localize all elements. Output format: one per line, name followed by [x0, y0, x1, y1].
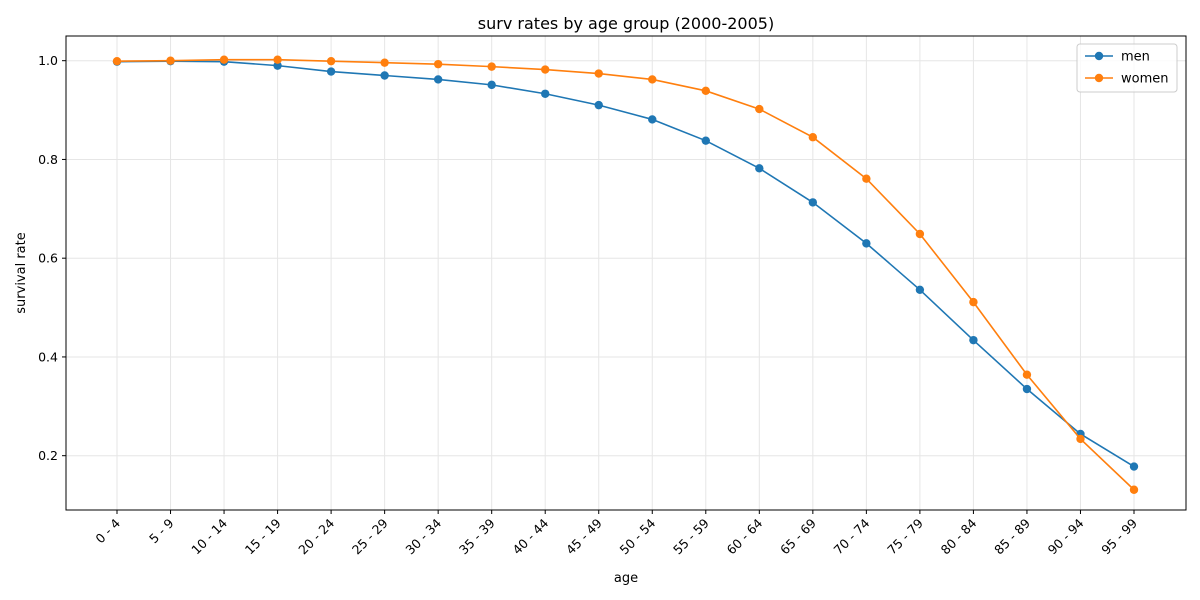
y-tick-label: 1.0 — [38, 53, 58, 68]
legend-label-women: women — [1121, 72, 1169, 87]
series-layer — [112, 55, 1139, 494]
x-tick-label: 95 - 99 — [1098, 515, 1140, 557]
data-point-men — [541, 89, 550, 98]
legend-marker-men — [1094, 51, 1104, 61]
plot-area-frame — [65, 35, 1187, 511]
legend-label-men: men — [1121, 50, 1150, 65]
data-point-women — [755, 104, 764, 114]
chart-title: surv rates by age group (2000-2005) — [478, 14, 774, 33]
data-point-men — [1022, 384, 1032, 394]
x-axis-ticks: 0 - 4 5 - 9 10 - 14 15 - 19 20 - 24 25 - 29 30… — [92, 510, 1140, 557]
y-tick-label: 0.8 — [38, 152, 58, 167]
data-point-women — [969, 297, 978, 307]
legend-marker-women — [1094, 73, 1104, 83]
data-point-women — [1129, 485, 1139, 494]
x-tick-label: 15 - 19 — [242, 515, 284, 557]
data-point-women — [326, 56, 336, 66]
series-line-women — [116, 58, 1135, 491]
x-tick-label: 80 - 84 — [938, 515, 980, 557]
series-men — [112, 56, 1139, 471]
data-point-men — [862, 239, 871, 248]
x-tick-label: 5 - 9 — [146, 515, 177, 546]
data-point-men — [755, 164, 764, 173]
series-women — [112, 55, 1139, 494]
data-point-women — [112, 56, 122, 66]
data-point-men — [1129, 462, 1139, 471]
x-tick-label: 85 - 89 — [991, 515, 1033, 557]
data-point-men — [808, 198, 818, 207]
y-tick-label: 0.2 — [38, 448, 58, 463]
data-point-men — [326, 67, 336, 76]
data-point-men — [433, 75, 443, 84]
x-tick-label: 45 - 49 — [563, 515, 605, 557]
data-point-women — [166, 56, 175, 65]
x-tick-label: 25 - 29 — [349, 515, 391, 557]
data-point-men — [487, 80, 496, 90]
data-point-men — [380, 71, 389, 80]
x-tick-label: 60 - 64 — [724, 515, 766, 557]
data-point-women — [648, 75, 657, 84]
data-point-women — [1022, 370, 1032, 379]
data-point-women — [487, 62, 496, 71]
data-point-women — [273, 55, 282, 64]
data-point-women — [1076, 434, 1085, 444]
x-tick-label: 35 - 39 — [456, 515, 498, 557]
data-point-women — [915, 229, 925, 239]
data-point-women — [433, 59, 443, 69]
data-point-women — [594, 69, 603, 78]
data-point-men — [594, 100, 603, 110]
data-point-men — [701, 136, 710, 145]
x-tick-label: 40 - 44 — [509, 515, 551, 557]
x-axis-label: age — [614, 571, 638, 586]
data-point-women — [541, 65, 550, 74]
data-point-women — [808, 133, 818, 142]
legend: men women — [1076, 43, 1178, 93]
grid — [66, 36, 1186, 510]
data-point-men — [273, 61, 282, 70]
x-tick-label: 55 - 59 — [670, 515, 712, 557]
x-tick-label: 90 - 94 — [1045, 515, 1087, 557]
x-tick-label: 50 - 54 — [616, 515, 658, 557]
x-tick-label: 70 - 74 — [831, 515, 873, 557]
x-tick-label: 65 - 69 — [777, 515, 819, 557]
x-tick-label: 0 - 4 — [92, 515, 123, 546]
x-tick-label: 30 - 34 — [402, 515, 444, 557]
data-point-men — [969, 335, 978, 345]
data-point-women — [380, 58, 389, 67]
x-tick-label: 10 - 14 — [188, 515, 230, 557]
x-tick-label: 75 - 79 — [884, 515, 926, 557]
data-point-women — [701, 86, 710, 96]
series-line-men — [116, 60, 1135, 468]
data-point-women — [219, 55, 229, 64]
y-tick-label: 0.6 — [38, 251, 58, 266]
data-point-women — [862, 174, 871, 183]
x-tick-label: 20 - 24 — [295, 515, 337, 557]
data-point-men — [915, 285, 925, 294]
y-axis-ticks: 0.2 0.4 0.6 0.8 1.0 — [38, 53, 66, 463]
data-point-men — [648, 115, 657, 124]
y-axis-label: survival rate — [14, 232, 29, 313]
y-tick-label: 0.4 — [38, 349, 58, 364]
